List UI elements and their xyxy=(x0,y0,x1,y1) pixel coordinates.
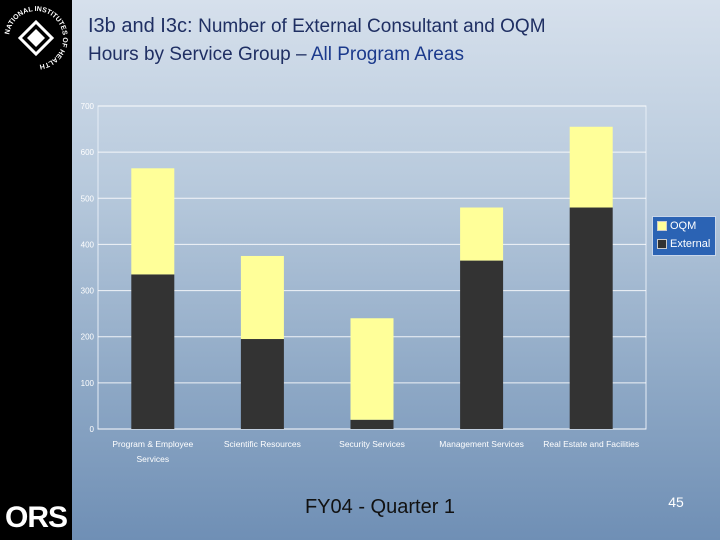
bar-external xyxy=(240,339,284,429)
bar-oqm xyxy=(131,168,175,275)
y-tick-label: 500 xyxy=(81,194,95,203)
x-tick-label: Management Services xyxy=(439,439,524,449)
title-line2: Hours by Service Group – xyxy=(88,44,311,65)
y-tick-label: 400 xyxy=(81,240,95,249)
bar-oqm xyxy=(460,207,504,261)
bar-external xyxy=(131,274,175,429)
title-line1: Number of External Consultant and OQM xyxy=(198,16,546,37)
chart-area: 0 100 200 300 400 500 600 700 Program & Employee… xyxy=(72,96,720,476)
stacked-bar-chart: 0 100 200 300 400 500 600 700 Program & Employee… xyxy=(81,102,647,464)
slide-title: I3b and I3c: Number of External Consulta… xyxy=(88,12,708,69)
title-prefix: I3b and I3c: xyxy=(88,15,193,37)
x-tick-label: Scientific Resources xyxy=(224,439,301,449)
y-tick-label: 300 xyxy=(81,287,95,296)
y-tick-label: 0 xyxy=(90,425,95,434)
ors-logo: ORS xyxy=(4,501,68,534)
legend-swatch-oqm xyxy=(657,221,667,231)
left-band: NATIONAL INSTITUTES OF HEALTH ORS xyxy=(0,0,72,540)
x-tick-label: Security Services xyxy=(339,439,405,449)
x-tick-label: Program & Employee xyxy=(112,439,193,449)
title-accent: All Program Areas xyxy=(310,44,464,65)
legend-label-oqm: OQM xyxy=(670,220,697,232)
y-tick-label: 100 xyxy=(81,379,95,388)
legend-item-external: External xyxy=(653,235,715,253)
y-tick-label: 600 xyxy=(81,148,95,157)
bar-oqm xyxy=(240,255,284,340)
bar-oqm xyxy=(569,126,613,208)
chart-legend: OQM External xyxy=(652,216,716,256)
x-tick-label: Real Estate and Facilities xyxy=(543,439,639,449)
y-tick-label: 700 xyxy=(81,102,95,111)
bar-external xyxy=(350,419,394,429)
x-tick-label: Services xyxy=(137,454,170,464)
y-tick-label: 200 xyxy=(81,333,95,342)
bar-external xyxy=(569,207,613,429)
footer-quarter-label: FY04 - Quarter 1 xyxy=(304,496,456,518)
bar-external xyxy=(460,260,504,429)
bar-oqm xyxy=(350,318,394,420)
legend-item-oqm: OQM xyxy=(653,217,715,235)
legend-swatch-external xyxy=(657,239,667,249)
legend-label-external: External xyxy=(670,238,711,250)
nih-seal-logo: NATIONAL INSTITUTES OF HEALTH xyxy=(4,6,68,70)
page-number: 45 xyxy=(668,494,684,510)
